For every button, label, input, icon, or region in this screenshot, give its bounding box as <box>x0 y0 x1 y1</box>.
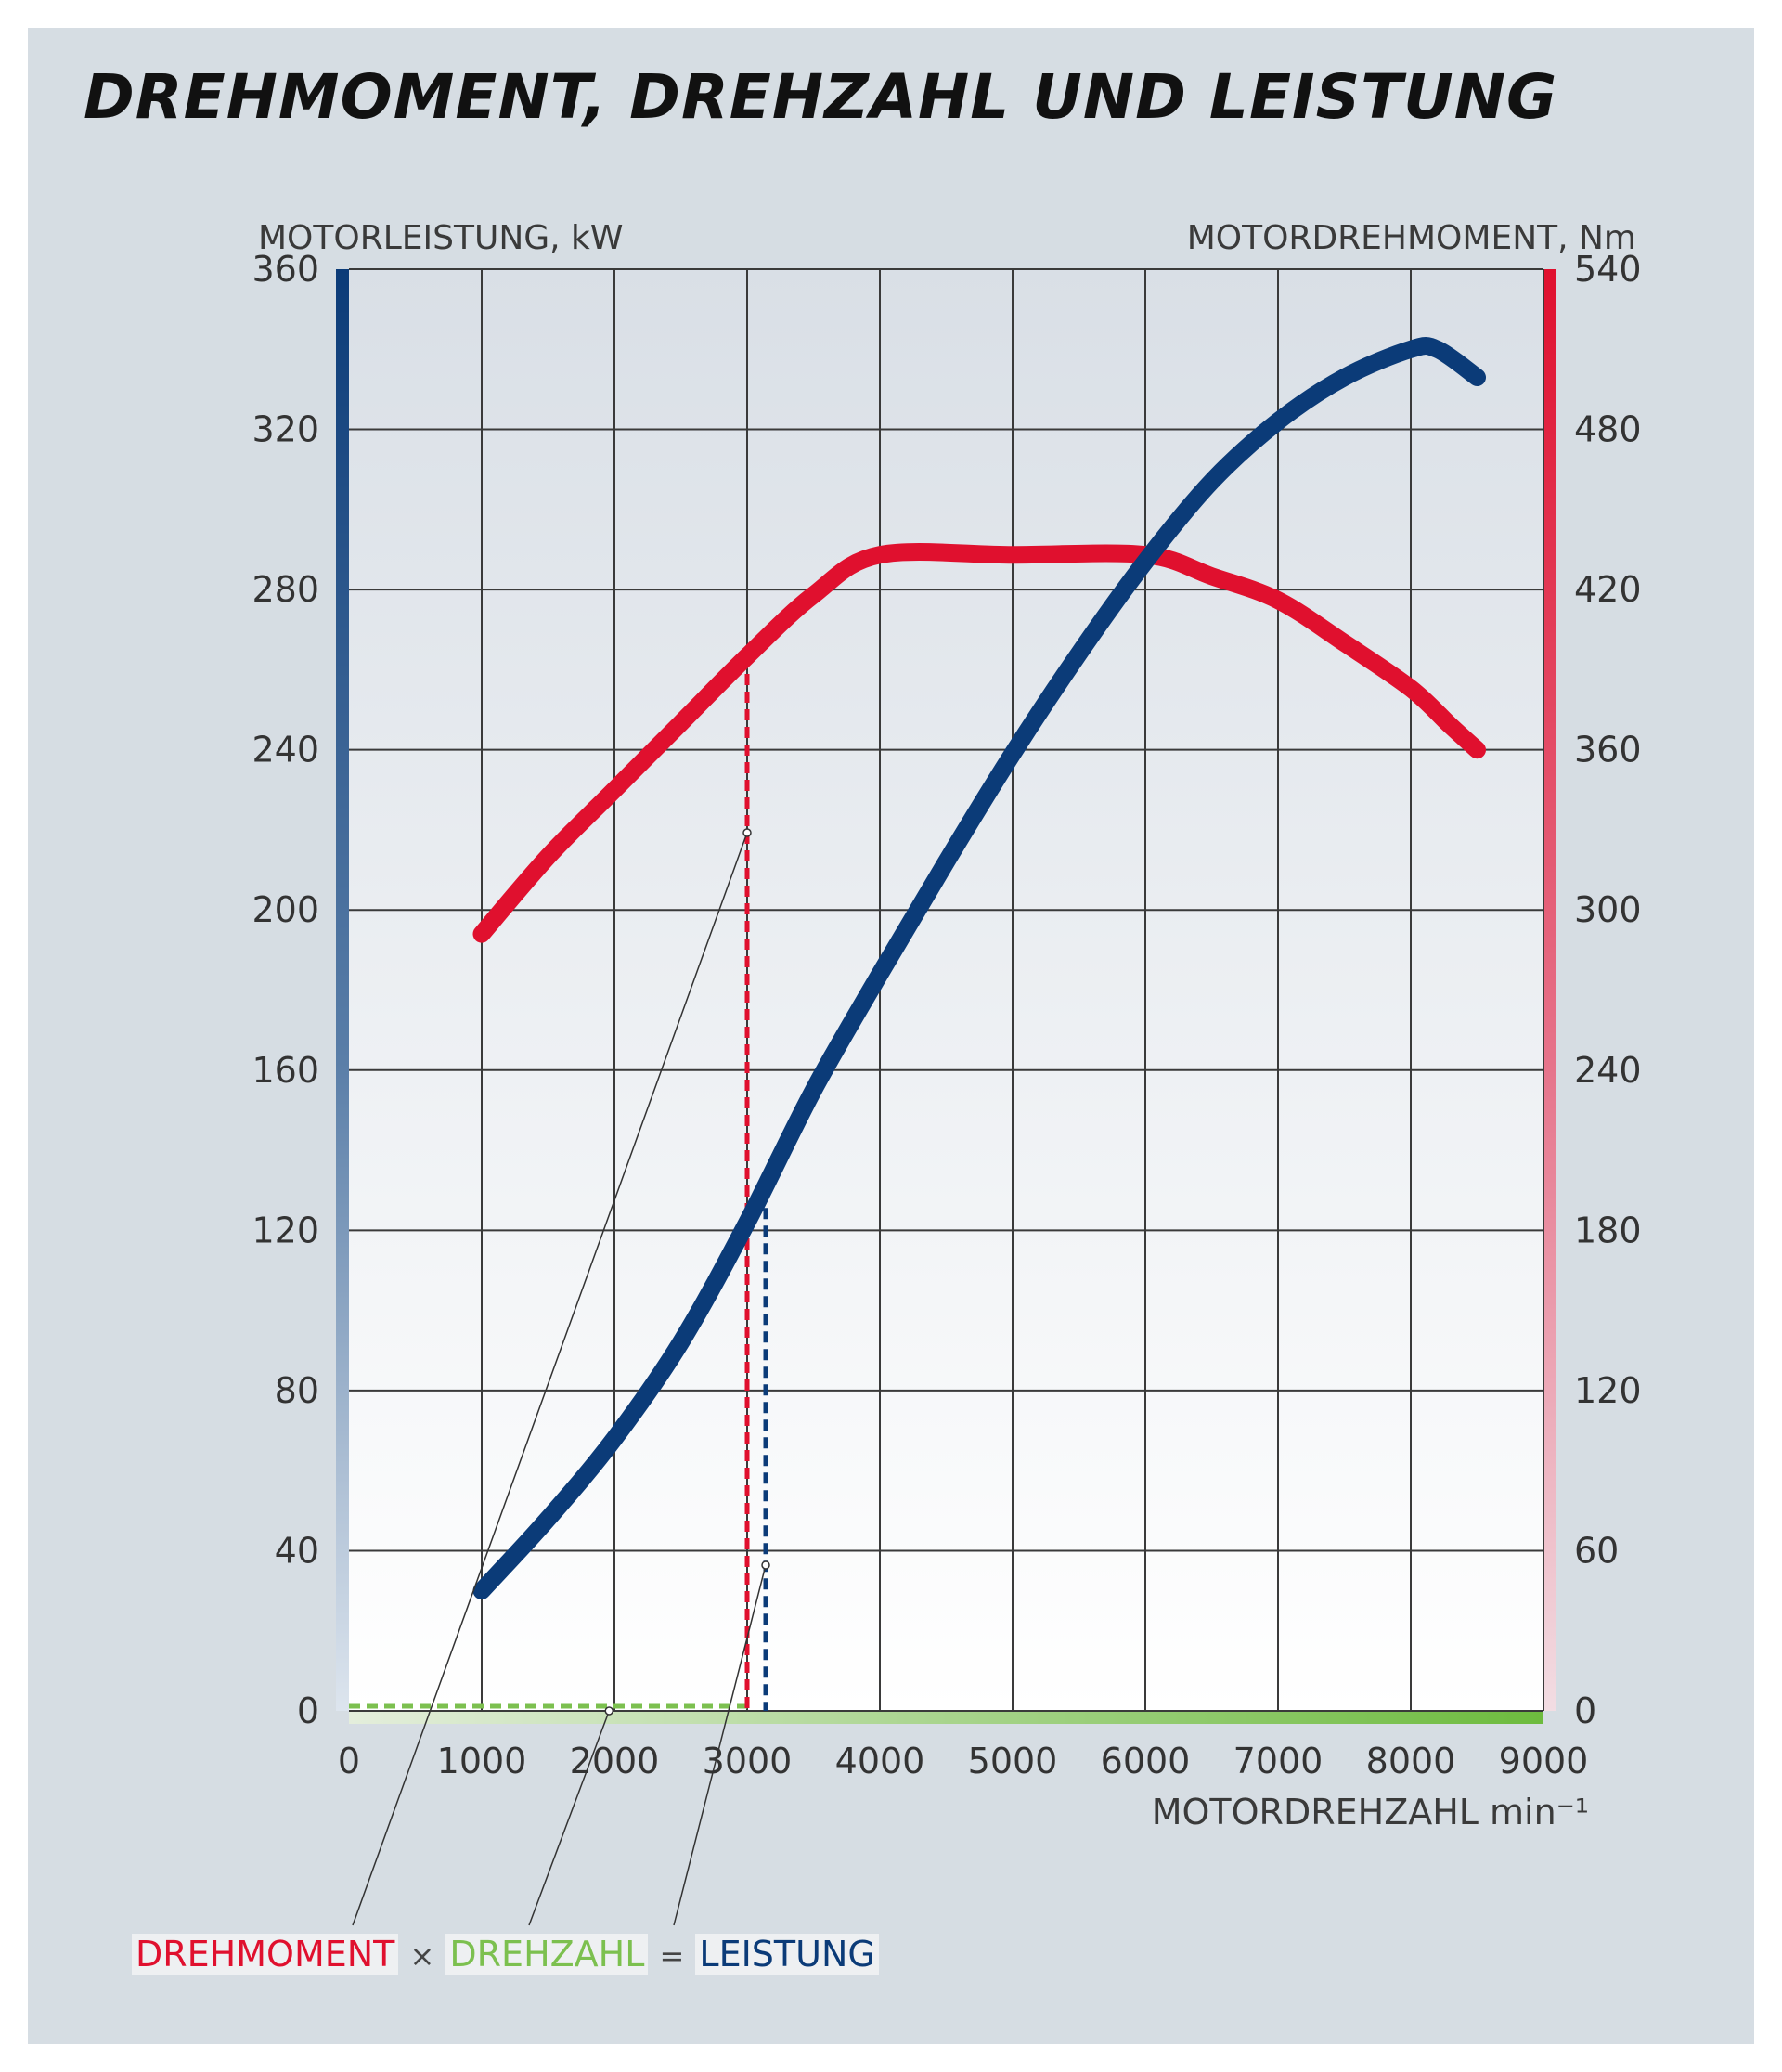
y-left-tick-label: 160 <box>252 1050 319 1091</box>
y-right-tick-label: 360 <box>1574 730 1642 771</box>
y-left-tick-label: 40 <box>275 1530 319 1571</box>
formula: DREHMOMENT × DREHZAHL = LEISTUNG <box>132 1925 879 1983</box>
y-right-tick-label: 60 <box>1574 1530 1619 1571</box>
y-left-tick-label: 0 <box>297 1690 319 1731</box>
x-tick-label: 8000 <box>1366 1741 1456 1781</box>
y-right-tick-label: 300 <box>1574 889 1642 930</box>
plot-area <box>349 269 1543 1711</box>
x-tick-label: 9000 <box>1499 1741 1589 1781</box>
formula-speed: DREHZAHL <box>446 1934 649 1975</box>
y-left-tick-label: 280 <box>252 569 319 610</box>
x-tick-label: 4000 <box>835 1741 925 1781</box>
power-leader-dot <box>761 1560 770 1570</box>
y-left-tick-label: 200 <box>252 889 319 930</box>
y-left-tick-label: 120 <box>252 1210 319 1250</box>
x-tick-label: 7000 <box>1233 1741 1324 1781</box>
speed-leader <box>528 1710 610 1926</box>
y-left-tick-label: 360 <box>252 249 319 290</box>
x-tick-label: 2000 <box>570 1741 660 1781</box>
y-right-tick-label: 480 <box>1574 409 1642 450</box>
formula-equals: = <box>659 1938 685 1974</box>
y-right-tick-label: 240 <box>1574 1050 1642 1091</box>
left-axis-label: MOTORLEISTUNG, kW <box>258 219 624 257</box>
y-left-tick-label: 80 <box>275 1370 319 1411</box>
chart-title: DREHMOMENT, DREHZAHL UND LEISTUNG <box>84 61 1558 133</box>
formula-times: × <box>409 1938 435 1974</box>
y-right-tick-label: 540 <box>1574 249 1642 290</box>
y-right-tick-label: 420 <box>1574 569 1642 610</box>
speed-leader-dot <box>604 1706 614 1716</box>
y-right-tick-label: 0 <box>1574 1690 1596 1731</box>
y-right-tick-label: 120 <box>1574 1370 1642 1411</box>
x-tick-label: 3000 <box>703 1741 793 1781</box>
torque-curve <box>472 543 1486 943</box>
x-tick-label: 1000 <box>437 1741 527 1781</box>
formula-torque: DREHMOMENT <box>132 1934 399 1975</box>
torque-leader-dot <box>742 828 752 837</box>
x-tick-label: 5000 <box>968 1741 1058 1781</box>
y-right-tick-label: 180 <box>1574 1210 1642 1250</box>
torque-leader <box>352 832 748 1926</box>
right-axis-label: MOTORDREHMOMENT, Nm <box>1187 219 1636 257</box>
x-tick-label: 6000 <box>1101 1741 1191 1781</box>
y-left-tick-label: 240 <box>252 730 319 771</box>
bottom-axis-bar <box>349 1711 1543 1724</box>
right-axis-bar <box>1543 269 1556 1711</box>
x-axis-label: MOTORDREHZAHL min⁻¹ <box>1152 1792 1589 1832</box>
formula-power: LEISTUNG <box>695 1934 879 1975</box>
y-left-tick-label: 320 <box>252 409 319 450</box>
left-axis-bar <box>336 269 349 1711</box>
x-tick-label: 0 <box>338 1741 360 1781</box>
power-curve <box>472 337 1486 1600</box>
power-leader <box>673 1564 767 1926</box>
